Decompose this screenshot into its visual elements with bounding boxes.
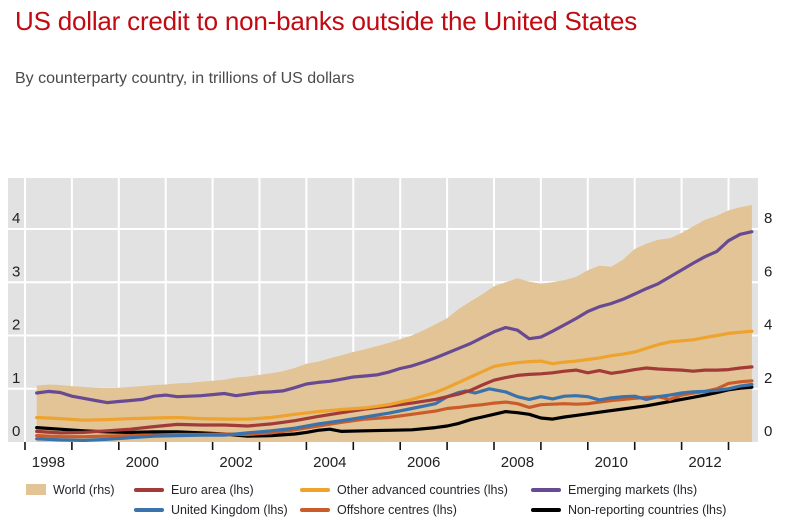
legend-label-emerging-markets: Emerging markets (lhs) [568, 482, 698, 497]
series-other-advanced-line [35, 329, 754, 422]
legend-item-emerging-markets: Emerging markets (lhs) [531, 481, 697, 498]
x-axis-label: 2004 [313, 454, 346, 471]
euro-area-swatch [134, 487, 164, 492]
series-united-kingdom-line [35, 382, 754, 442]
legend-item-world: World (rhs) [26, 481, 115, 498]
series-euro-area-line [35, 365, 754, 435]
left-axis-label: 4 [12, 210, 20, 227]
right-axis-label: 4 [764, 317, 772, 334]
legend-label-euro-area: Euro area (lhs) [171, 482, 254, 497]
legend-label-non-reporting: Non-reporting countries (lhs) [568, 502, 727, 517]
legend-label-united-kingdom: United Kingdom (lhs) [171, 502, 288, 517]
x-axis-label: 2010 [595, 454, 628, 471]
legend-item-offshore: Offshore centres (lhs) [300, 501, 457, 518]
non-reporting-swatch [531, 507, 561, 512]
offshore-swatch [300, 507, 330, 512]
legend-item-united-kingdom: United Kingdom (lhs) [134, 501, 288, 518]
world-swatch [26, 484, 46, 495]
x-axis-label: 1998 [32, 454, 65, 471]
left-axis-label: 1 [12, 370, 20, 387]
legend-item-non-reporting: Non-reporting countries (lhs) [531, 501, 726, 518]
right-axis-label: 0 [764, 423, 772, 440]
x-axis-label: 2006 [407, 454, 440, 471]
chart-legend: World (rhs) Non-reporting countries (lhs)… [0, 479, 792, 523]
page-subtitle: By counterparty country, in trillions of… [15, 70, 355, 87]
x-axis-label: 2008 [501, 454, 534, 471]
legend-item-euro-area: Euro area (lhs) [134, 481, 254, 498]
x-axis-ticks [24, 442, 730, 450]
left-axis-label: 2 [12, 317, 20, 334]
right-axis-label: 8 [764, 210, 772, 227]
page-title: US dollar credit to non-banks outside th… [15, 6, 638, 36]
legend-item-other-advanced: Other advanced countries (lhs) [300, 481, 508, 498]
legend-label-other-advanced: Other advanced countries (lhs) [337, 482, 508, 497]
legend-label-offshore: Offshore centres (lhs) [337, 502, 457, 517]
chart-plot: 1998 2000 2002 2004 2006 2008 2010 201201234024… [8, 178, 772, 471]
right-axis-label: 6 [764, 263, 772, 280]
x-axis-label: 2012 [688, 454, 721, 471]
series-world-area [36, 205, 752, 442]
legend-label-world: World (rhs) [53, 482, 115, 497]
left-axis-label: 0 [12, 423, 20, 440]
series-emerging-markets-line [35, 230, 754, 405]
right-axis-label: 2 [764, 370, 772, 387]
emerging-markets-swatch [531, 487, 561, 492]
x-axis-label: 2000 [126, 454, 159, 471]
other-advanced-swatch [300, 487, 330, 492]
x-axis-label: 2002 [219, 454, 252, 471]
united-kingdom-swatch [134, 507, 164, 512]
left-axis-label: 3 [12, 263, 20, 280]
